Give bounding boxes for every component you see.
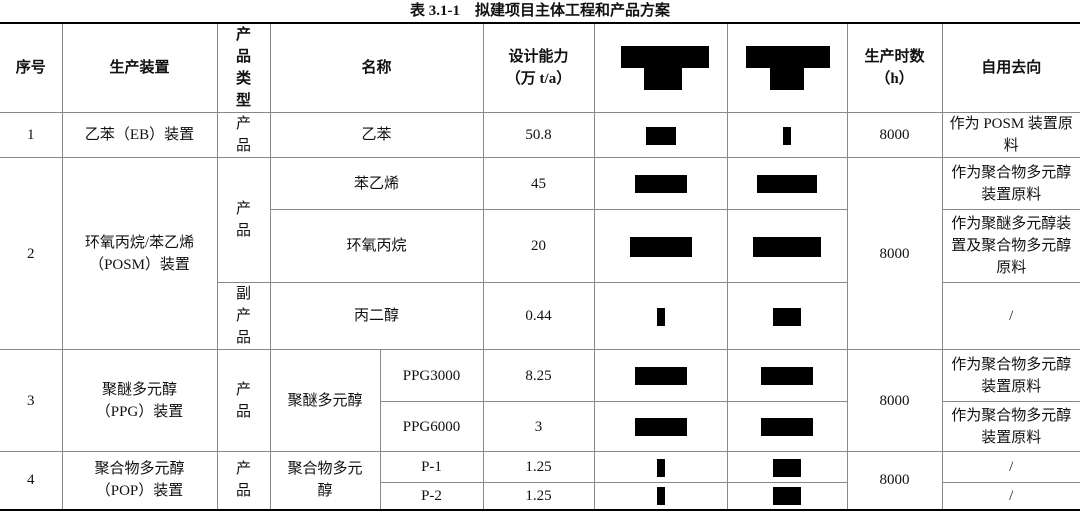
seq: 3 [0, 349, 63, 452]
table-title: 表 3.1-1 拟建项目主体工程和产品方案 [410, 3, 670, 19]
redacted [593, 282, 728, 350]
kind: 产品 [216, 451, 271, 510]
product-name: 环氧丙烷 [270, 209, 484, 283]
header-cell: 生产时数（h） [846, 22, 943, 113]
product-name: 苯乙烯 [269, 157, 484, 210]
hours: 8000 [846, 112, 943, 158]
use: / [941, 451, 1080, 483]
redacted [593, 482, 728, 510]
unit: 乙苯（EB）装置 [61, 112, 218, 158]
redacted [593, 112, 728, 158]
unit: 聚合物多元醇（POP）装置 [61, 451, 218, 510]
header-cell: 产品类型 [216, 22, 271, 113]
product-table: 序号 生产装置 产品类型 名称 设计能力（万 t/a） 生产时数（h） 自用去向… [0, 22, 1080, 511]
kind: 产品 [216, 349, 271, 452]
capacity: 45 [482, 157, 595, 210]
row: 1 乙苯（EB）装置 产品 乙苯 50.8 8000 作为 POSM 装置原料 [0, 112, 1080, 158]
capacity: 20 [482, 209, 595, 283]
capacity: 3 [482, 401, 595, 452]
use: 作为聚合物多元醇装置原料 [941, 157, 1080, 210]
header-cell: 自用去向 [941, 22, 1080, 113]
capacity: 0.44 [482, 282, 595, 350]
use: / [941, 482, 1080, 510]
hours: 8000 [846, 157, 943, 350]
use: / [941, 282, 1080, 350]
use: 作为 POSM 装置原料 [941, 112, 1080, 158]
product-name: 聚醚多元醇 [269, 349, 381, 452]
redacted [726, 157, 848, 210]
row: 4 聚合物多元醇（POP）装置 产品 聚合物多元醇 P-1 1.25 8000 … [0, 451, 1080, 510]
product-name: 丙二醇 [269, 282, 484, 350]
redacted [593, 157, 728, 210]
redacted [593, 349, 728, 402]
seq: 2 [0, 157, 63, 350]
redacted [593, 401, 728, 452]
redacted-header [726, 22, 848, 113]
capacity: 1.25 [482, 482, 595, 510]
header-cell: 生产装置 [61, 22, 218, 113]
grade: PPG6000 [380, 401, 484, 452]
row: 副产品 丙二醇 0.44 / [0, 282, 1080, 350]
product-name: 聚合物多元醇 [269, 451, 381, 510]
header-cell: 序号 [0, 22, 63, 113]
row: 3 聚醚多元醇（PPG）装置 产品 聚醚多元醇 PPG3000 8.25 800… [0, 349, 1080, 452]
hours: 8000 [846, 451, 943, 510]
hours: 8000 [846, 349, 943, 452]
redacted [593, 451, 728, 483]
capacity: 8.25 [482, 349, 595, 402]
capacity: 50.8 [482, 112, 595, 158]
unit: 聚醚多元醇（PPG）装置 [61, 349, 218, 452]
product-name: 乙苯 [269, 112, 484, 158]
header-cell: 名称 [269, 22, 484, 113]
use: 作为聚醚多元醇装置及聚合物多元醇原料 [941, 209, 1080, 283]
redacted [726, 282, 848, 350]
redacted [593, 209, 728, 283]
grade: PPG3000 [379, 349, 484, 402]
redacted [726, 349, 848, 402]
use: 作为聚合物多元醇装置原料 [941, 401, 1080, 452]
row: 2 环氧丙烷/苯乙烯（POSM）装置 产品 苯乙烯 45 8000 作为聚合物多… [0, 157, 1080, 350]
header-cell: 设计能力（万 t/a） [482, 22, 595, 113]
grade: P-1 [379, 451, 484, 483]
redacted [726, 209, 848, 283]
use: 作为聚合物多元醇装置原料 [941, 349, 1080, 402]
redacted [726, 401, 848, 452]
seq: 1 [0, 112, 63, 158]
kind: 产品 [216, 112, 271, 158]
kind: 产品 [216, 157, 271, 283]
row: PPG6000 3 作为聚合物多元醇装置原料 [0, 401, 1080, 452]
redacted-header [593, 22, 728, 113]
redacted [726, 482, 848, 510]
redaction [732, 46, 843, 90]
redacted [726, 112, 848, 158]
grade: P-2 [380, 482, 484, 510]
header-row: 序号 生产装置 产品类型 名称 设计能力（万 t/a） 生产时数（h） 自用去向 [0, 22, 1080, 113]
redaction [599, 46, 723, 90]
seq: 4 [0, 451, 63, 510]
unit: 环氧丙烷/苯乙烯（POSM）装置 [61, 157, 218, 350]
page: 表 3.1-1 拟建项目主体工程和产品方案 序号 生产装置 产品类型 名称 设计… [0, 3, 1080, 511]
kind: 副产品 [217, 282, 271, 350]
redacted [726, 451, 848, 483]
capacity: 1.25 [482, 451, 595, 483]
